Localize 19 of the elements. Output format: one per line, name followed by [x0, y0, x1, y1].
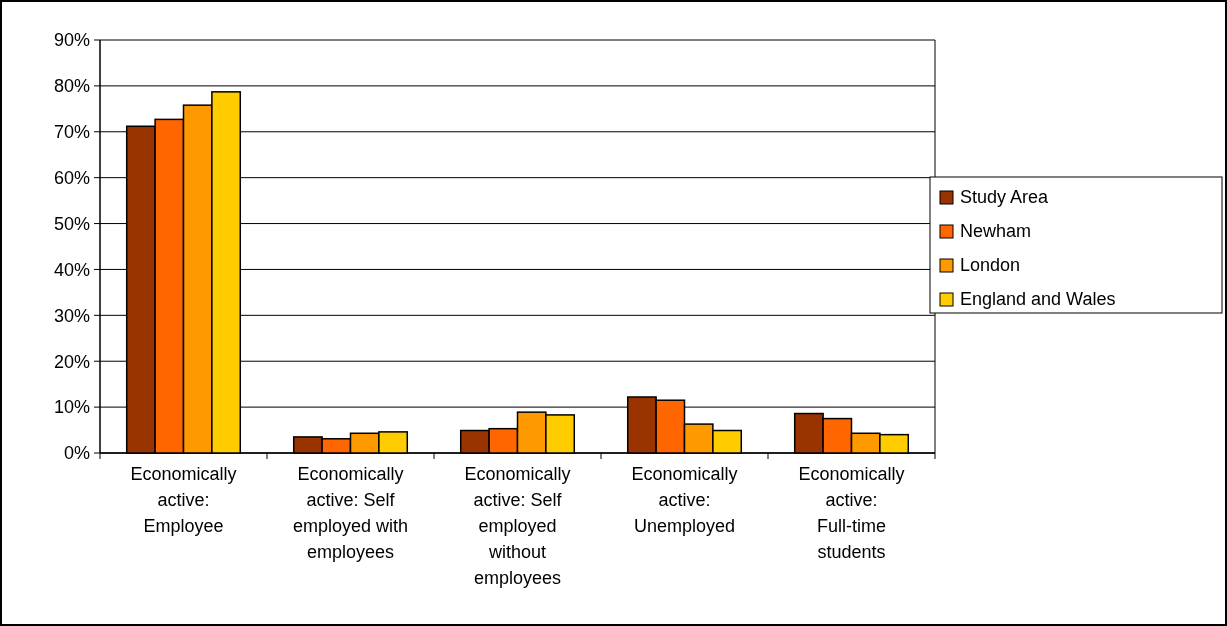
y-tick-label: 30% — [53, 305, 90, 326]
legend-label: Newham — [960, 221, 1032, 242]
y-tick-label: 80% — [53, 76, 90, 97]
y-tick-label: 60% — [53, 167, 90, 188]
x-tick-label: Economically active: Self employed with employees — [292, 464, 409, 562]
y-tick-label: 40% — [53, 259, 90, 280]
x-tick-label: Economically active: Self employed without employees — [464, 464, 571, 588]
x-tick-label: Economically active: Unemployed — [631, 464, 738, 536]
y-tick-label: 10% — [53, 397, 90, 418]
legend-label: England and Wales — [960, 289, 1116, 310]
y-tick-label: 20% — [53, 351, 90, 372]
y-tick-label: 0% — [63, 443, 90, 464]
legend-label: Study Area — [960, 187, 1050, 208]
x-tick-label: Economically active: Full-time students — [798, 464, 905, 562]
y-tick-label: 90% — [53, 30, 90, 51]
y-tick-label: 50% — [53, 213, 90, 234]
legend-label: London — [960, 255, 1021, 276]
y-tick-label: 70% — [53, 122, 90, 143]
x-tick-label: Economically active: Employee — [130, 464, 237, 536]
